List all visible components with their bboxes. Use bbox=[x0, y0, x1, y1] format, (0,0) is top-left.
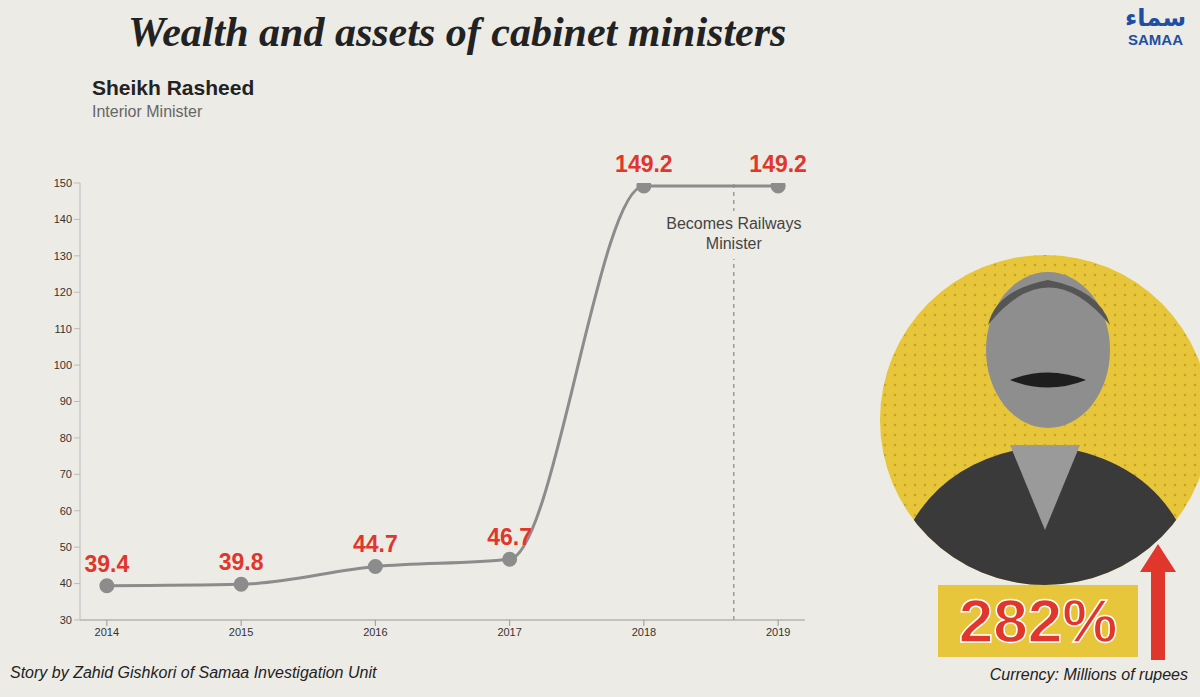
svg-text:46.7: 46.7 bbox=[487, 524, 532, 550]
svg-text:120: 120 bbox=[54, 286, 72, 298]
svg-text:130: 130 bbox=[54, 250, 72, 262]
svg-text:110: 110 bbox=[54, 323, 72, 335]
svg-text:2019: 2019 bbox=[766, 626, 790, 638]
svg-text:39.4: 39.4 bbox=[84, 551, 129, 577]
svg-text:80: 80 bbox=[60, 432, 72, 444]
svg-text:2017: 2017 bbox=[497, 626, 521, 638]
svg-text:149.2: 149.2 bbox=[615, 151, 673, 177]
svg-text:Becomes Railways: Becomes Railways bbox=[666, 215, 801, 232]
svg-text:140: 140 bbox=[54, 213, 72, 225]
svg-text:150: 150 bbox=[54, 177, 72, 189]
svg-text:149.2: 149.2 bbox=[749, 151, 807, 177]
svg-text:30: 30 bbox=[60, 614, 72, 626]
html-text:SAMAA: SAMAA bbox=[1128, 31, 1183, 48]
html-text:Wealth and assets of cabinet m: Wealth and assets of cabinet ministers bbox=[128, 9, 787, 55]
html-text:Story by Zahid Gishkori of Sam: Story by Zahid Gishkori of Samaa Investi… bbox=[10, 664, 377, 681]
html-text:سماء: سماء bbox=[1125, 4, 1186, 32]
svg-text:2016: 2016 bbox=[363, 626, 387, 638]
svg-text:2018: 2018 bbox=[632, 626, 656, 638]
svg-text:2015: 2015 bbox=[229, 626, 253, 638]
svg-text:44.7: 44.7 bbox=[353, 531, 398, 557]
svg-text:90: 90 bbox=[60, 395, 72, 407]
svg-text:100: 100 bbox=[54, 359, 72, 371]
html-text:Interior Minister: Interior Minister bbox=[92, 103, 203, 120]
svg-text:70: 70 bbox=[60, 468, 72, 480]
svg-text:Minister: Minister bbox=[706, 235, 763, 252]
svg-text:50: 50 bbox=[60, 541, 72, 553]
svg-text:39.8: 39.8 bbox=[219, 549, 264, 575]
svg-text:60: 60 bbox=[60, 505, 72, 517]
svg-text:2014: 2014 bbox=[95, 626, 119, 638]
svg-text:40: 40 bbox=[60, 577, 72, 589]
html-text:Currency: Millions of rupees: Currency: Millions of rupees bbox=[989, 666, 1188, 683]
html-text:282%: 282% bbox=[958, 586, 1118, 655]
html-text:Sheikh Rasheed: Sheikh Rasheed bbox=[92, 76, 255, 99]
